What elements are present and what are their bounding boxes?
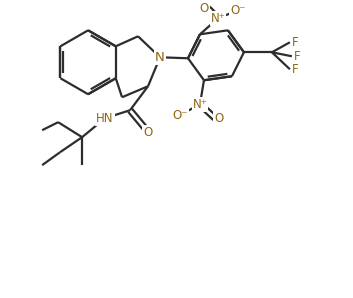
Text: N: N (155, 51, 165, 64)
Text: O: O (143, 126, 152, 139)
Text: F: F (292, 63, 298, 76)
Text: O: O (199, 2, 209, 15)
Text: F: F (294, 50, 300, 63)
Text: N⁺: N⁺ (192, 98, 208, 111)
Text: HN: HN (96, 112, 114, 125)
Text: N⁺: N⁺ (210, 12, 225, 25)
Text: F: F (292, 36, 298, 49)
Text: O⁻: O⁻ (230, 4, 246, 17)
Text: O⁻: O⁻ (172, 109, 188, 122)
Text: O: O (214, 112, 223, 125)
